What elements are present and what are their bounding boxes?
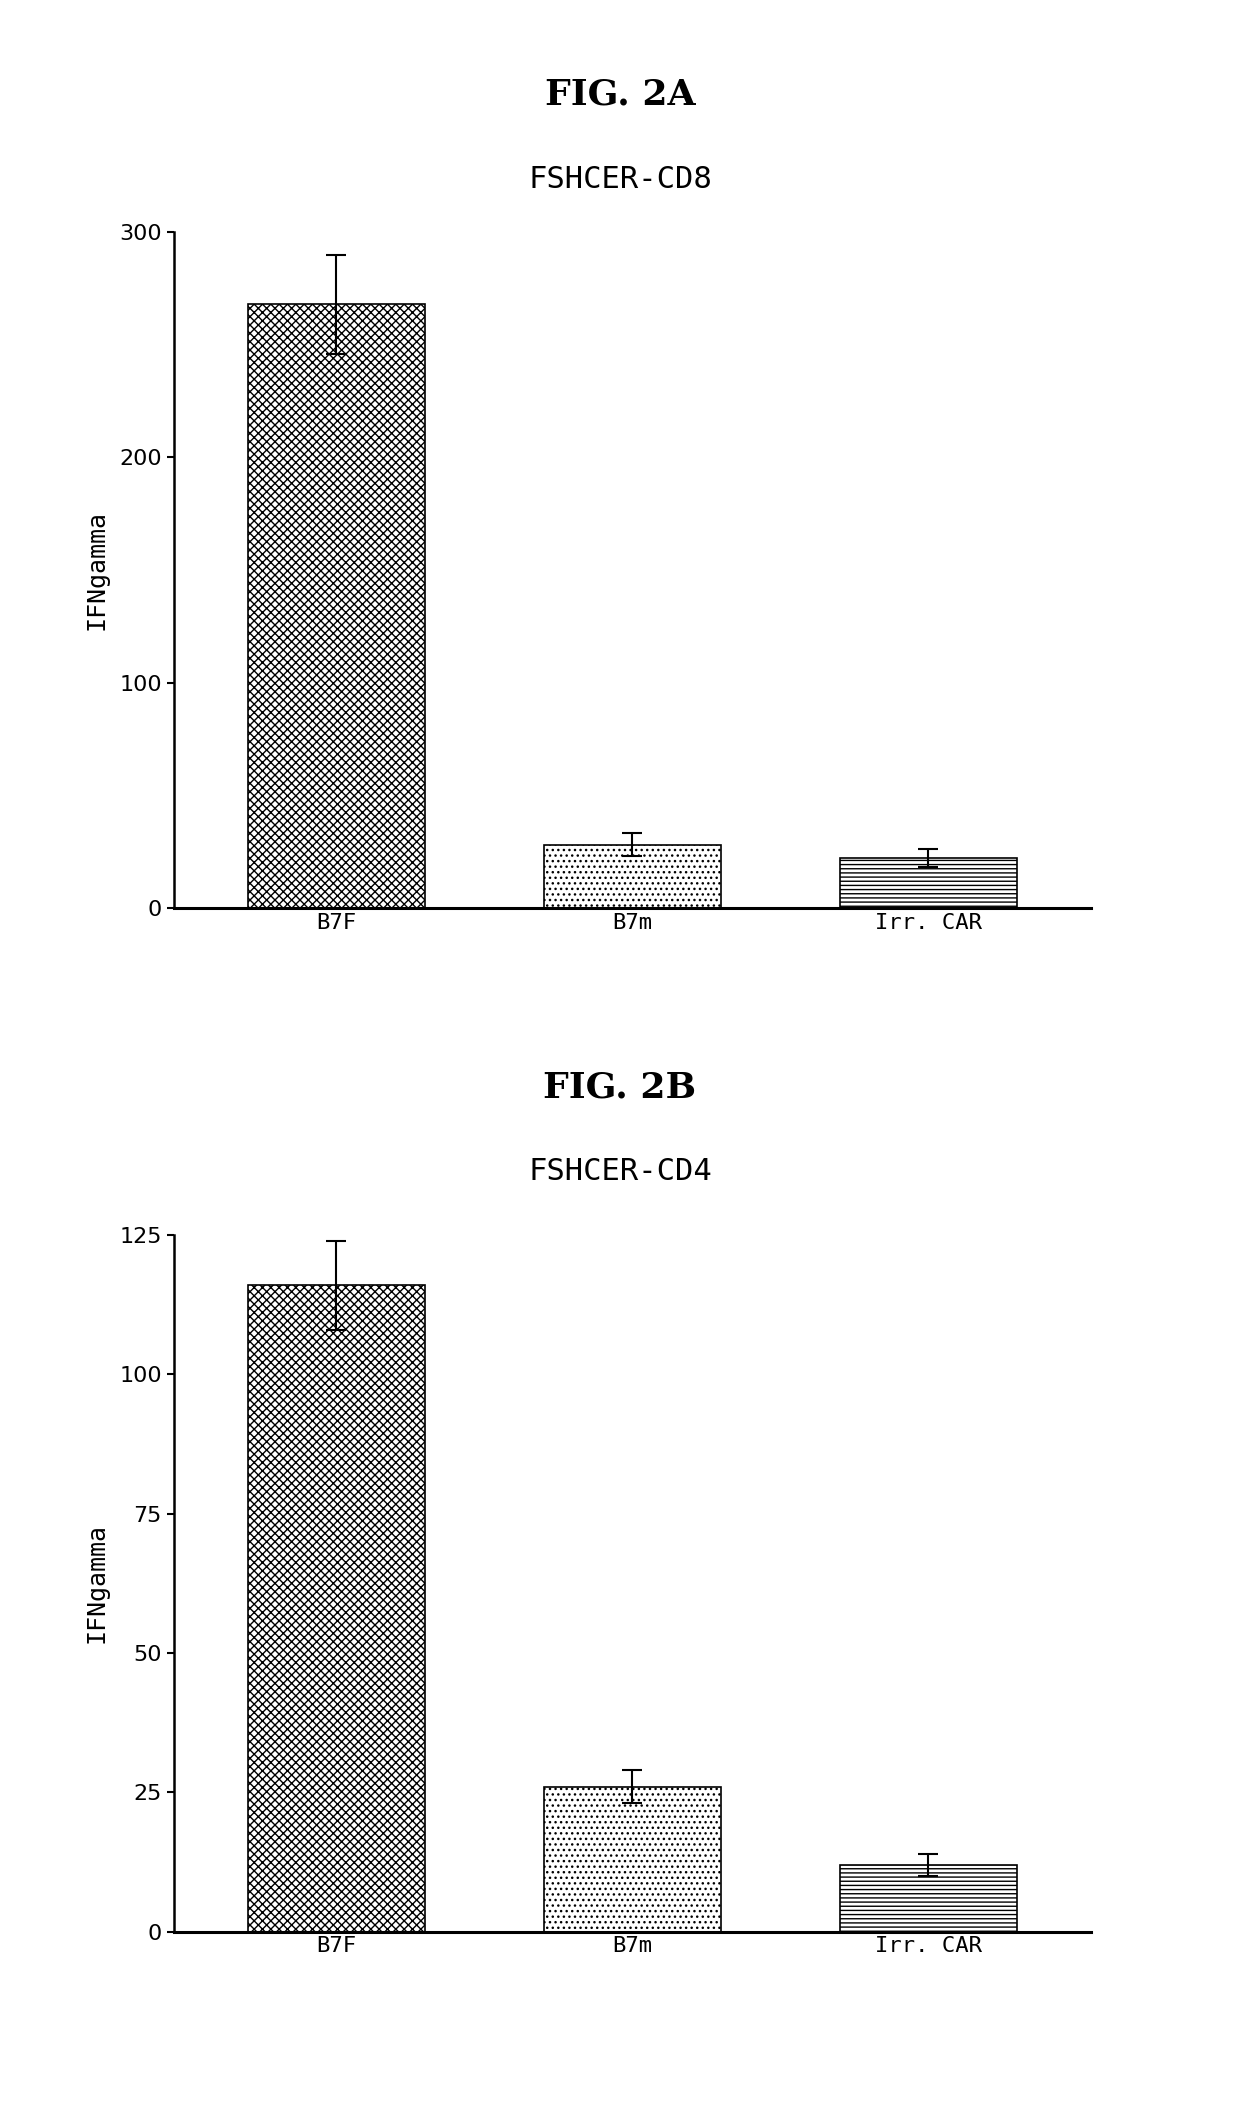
- Bar: [839, 859, 1017, 908]
- Y-axis label: IFNgamma: IFNgamma: [84, 1524, 108, 1642]
- Text: FIG. 2A: FIG. 2A: [544, 78, 696, 112]
- Bar: [543, 1786, 722, 1932]
- Bar: [543, 844, 722, 908]
- Text: FSHCER-CD4: FSHCER-CD4: [528, 1157, 712, 1186]
- Text: FIG. 2B: FIG. 2B: [543, 1070, 697, 1104]
- Text: FSHCER-CD8: FSHCER-CD8: [528, 165, 712, 194]
- Y-axis label: IFNgamma: IFNgamma: [84, 511, 108, 629]
- Bar: [839, 1864, 1017, 1932]
- Bar: [248, 1286, 425, 1932]
- Bar: [248, 304, 425, 908]
